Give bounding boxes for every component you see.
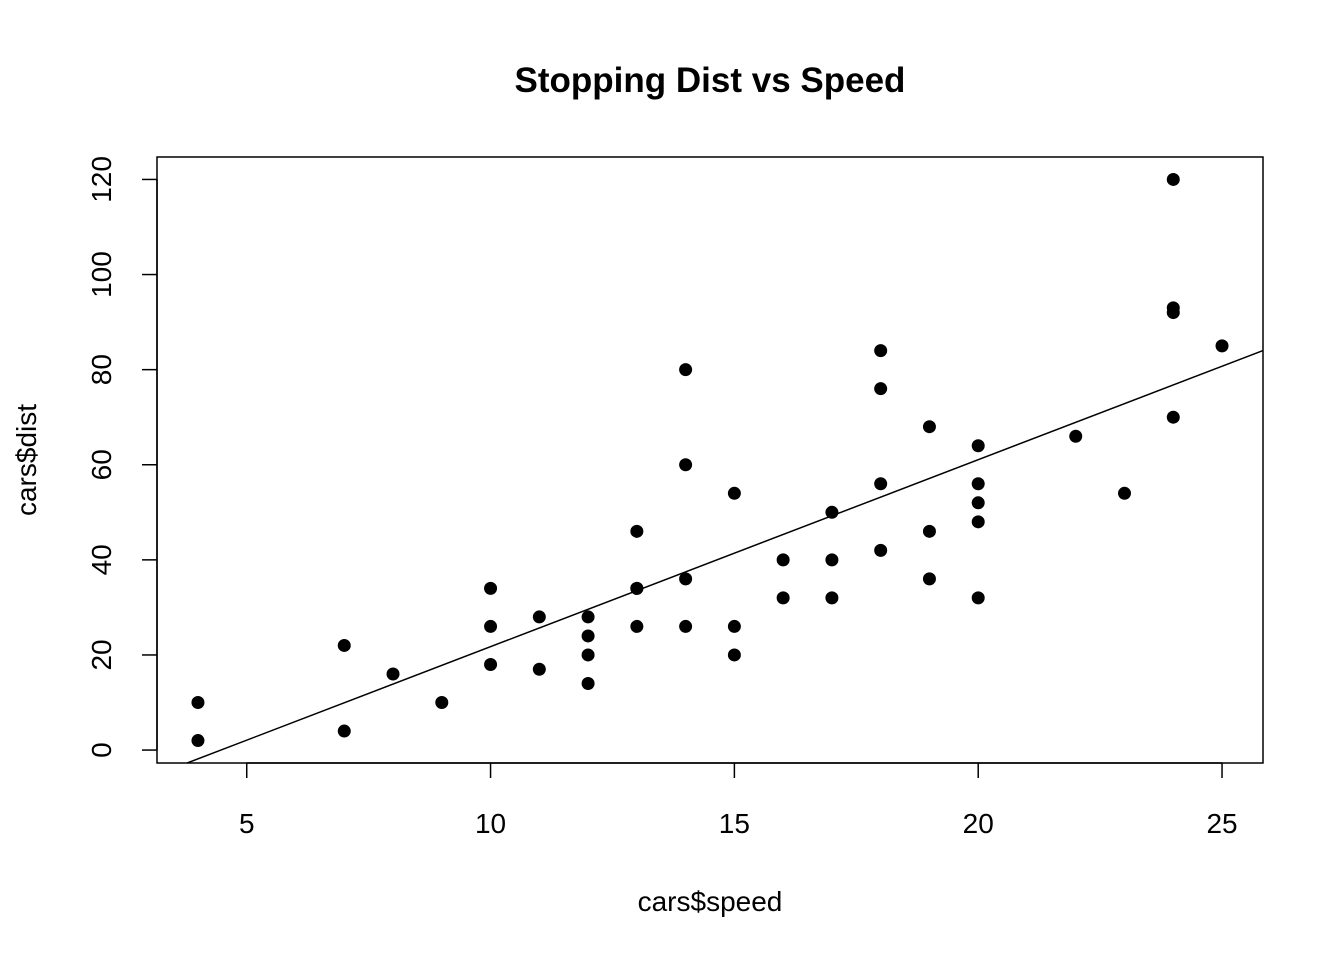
data-point <box>532 610 546 624</box>
data-point <box>679 572 693 586</box>
data-point <box>727 648 741 662</box>
x-tick-label: 25 <box>1206 808 1237 839</box>
y-tick-label: 20 <box>86 639 117 670</box>
data-point <box>874 543 888 557</box>
data-point <box>874 477 888 491</box>
data-point <box>435 696 449 710</box>
y-axis-label: cars$dist <box>11 404 42 516</box>
data-point <box>874 344 888 358</box>
x-axis-label: cars$speed <box>638 886 783 917</box>
data-point <box>386 667 400 681</box>
data-point <box>727 619 741 633</box>
data-point <box>971 439 985 453</box>
y-tick-label: 100 <box>86 251 117 298</box>
data-point <box>337 724 351 738</box>
fit-layer <box>186 349 1264 764</box>
data-point <box>679 619 693 633</box>
data-point <box>1069 429 1083 443</box>
data-point <box>532 662 546 676</box>
y-axis: 0 20 40 60 80 100 120 <box>86 156 158 758</box>
data-point <box>191 696 205 710</box>
data-point <box>679 363 693 377</box>
data-point <box>191 734 205 748</box>
data-point <box>727 486 741 500</box>
data-point <box>776 553 790 567</box>
data-point <box>922 420 936 434</box>
data-point <box>1118 486 1132 500</box>
data-point <box>971 496 985 510</box>
data-point <box>337 638 351 652</box>
data-point <box>630 524 644 538</box>
y-tick-label: 0 <box>86 742 117 758</box>
data-point <box>825 505 839 519</box>
y-tick-label: 120 <box>86 156 117 203</box>
data-point <box>922 524 936 538</box>
x-tick-label: 15 <box>719 808 750 839</box>
data-point <box>1215 339 1229 353</box>
data-point <box>484 581 498 595</box>
data-point <box>971 477 985 491</box>
data-point <box>581 610 595 624</box>
data-point <box>971 591 985 605</box>
y-tick-label: 80 <box>86 354 117 385</box>
y-tick-label: 40 <box>86 544 117 575</box>
data-point <box>484 657 498 671</box>
data-point <box>581 648 595 662</box>
data-point <box>825 591 839 605</box>
y-tick-label: 60 <box>86 449 117 480</box>
data-point <box>630 619 644 633</box>
data-point <box>776 591 790 605</box>
regression-line <box>186 349 1264 764</box>
data-point <box>922 572 936 586</box>
data-point <box>581 676 595 690</box>
x-tick-label: 20 <box>963 808 994 839</box>
data-point <box>679 458 693 472</box>
data-point <box>971 515 985 529</box>
data-point <box>874 382 888 396</box>
data-point <box>1166 410 1180 424</box>
data-point <box>1166 301 1180 315</box>
data-point <box>484 619 498 633</box>
data-point <box>581 629 595 643</box>
points-layer <box>191 172 1229 748</box>
x-tick-label: 5 <box>239 808 255 839</box>
x-axis: 5 10 15 20 25 <box>239 762 1238 839</box>
chart-title: Stopping Dist vs Speed <box>515 61 906 100</box>
x-tick-label: 10 <box>475 808 506 839</box>
plot-frame <box>156 156 1264 764</box>
data-point <box>1166 172 1180 186</box>
data-point <box>825 553 839 567</box>
